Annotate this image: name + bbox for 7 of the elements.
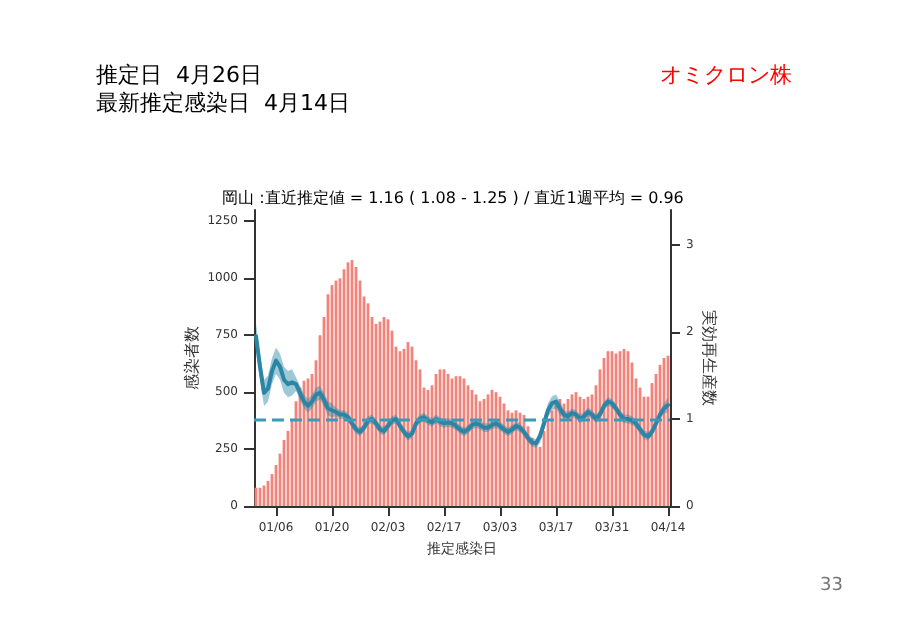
text: 33	[820, 576, 843, 596]
chart-title: 岡山 :直近推定値 = 1.16 ( 1.08 - 1.25 ) / 直近1週平均 = 0.96	[222, 189, 684, 207]
text: 最新推定感染日 4月14日	[96, 88, 350, 118]
text: オミクロン株	[660, 60, 792, 90]
text: 推定日 4月26日	[96, 60, 262, 90]
y-axis-title: 感染者数	[182, 326, 201, 390]
y2-axis-title: 実効再生産数	[700, 310, 719, 406]
